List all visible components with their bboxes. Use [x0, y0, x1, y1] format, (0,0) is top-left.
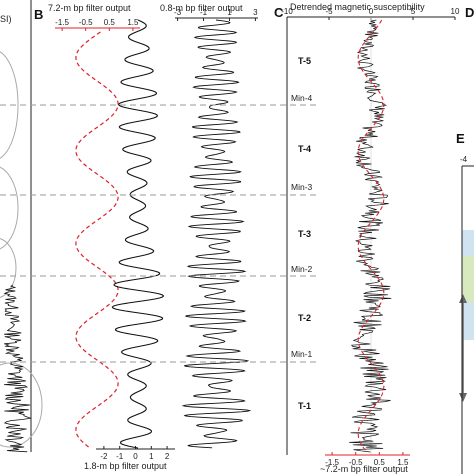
filter-08-tick-label-3: 3	[253, 8, 258, 17]
panel-a-signal	[3, 284, 31, 453]
panel-a-ellipse-3	[0, 238, 17, 298]
filter-72-tick-label-1: -0.5	[79, 18, 93, 27]
panel-e-letter: E	[456, 131, 465, 146]
panel-a-unit-label: SI)	[0, 14, 12, 24]
panel-e-arrow-head-top	[459, 294, 467, 303]
overlay-tick-label-0: -1.5	[325, 458, 339, 467]
susceptibility-axis-label: Detrended magnetic susceptibility	[290, 2, 425, 12]
filter-08-tick-label-2: 1	[227, 8, 232, 17]
filter-72-curve	[75, 31, 119, 449]
filter-08-curve	[181, 19, 252, 449]
panel-b: B 7.2-m bp filter output -1.5 -0.5 0.5 1.5 …	[34, 3, 258, 471]
min-label-2: Min-2	[291, 264, 313, 274]
filter-72-axis-label: 7.2-m bp filter output	[48, 3, 131, 13]
susceptibility-tick-label-0: -10	[281, 7, 293, 16]
panel-a-ellipse-1	[0, 51, 19, 159]
filter-18-axis-label: 1.8-m bp filter output	[84, 461, 167, 471]
min-label-3: Min-3	[291, 182, 313, 192]
zone-label-t5: T-5	[298, 56, 311, 66]
filter-08-tick-label-1: -1	[200, 8, 208, 17]
overlay-tick-label-3: 1.5	[397, 458, 409, 467]
overlay-tick-label-1: -0.5	[349, 458, 363, 467]
panel-c-letter: C	[274, 5, 284, 20]
filter-18-tick-label-4: 2	[165, 452, 170, 461]
zone-label-t3: T-3	[298, 229, 311, 239]
panel-e-band-blue-2	[462, 302, 474, 340]
filter-18-curve	[111, 19, 165, 449]
panel-e-band-green	[462, 256, 474, 302]
filter-18-tick-label-2: 0	[133, 452, 138, 461]
filter-72-tick-label-3: 1.5	[127, 18, 139, 27]
susceptibility-tick-label-4: 10	[451, 7, 460, 16]
panel-c: C Detrended magnetic susceptibility -10 -…	[274, 2, 460, 474]
zone-label-t2: T-2	[298, 313, 311, 323]
susceptibility-tick-label-3: 5	[411, 7, 416, 16]
filter-08-tick-label-0: -3	[174, 8, 182, 17]
overlay-tick-label-2: 0.5	[374, 458, 386, 467]
filter-72-tick-label-0: -1.5	[55, 18, 69, 27]
panel-e-tick: -4	[460, 155, 468, 164]
filter-18-tick-label-0: -2	[100, 452, 108, 461]
susceptibility-tick-label-1: -5	[325, 7, 333, 16]
panel-a-ellipse-2	[0, 166, 19, 250]
filter-72-tick-label-2: 0.5	[104, 18, 116, 27]
filter-18-tick-label-3: 1	[149, 452, 154, 461]
panel-d-letter: D	[465, 5, 474, 20]
cycle-boundaries	[0, 104, 320, 363]
panel-a-ellipse-4	[0, 362, 43, 448]
panel-d-e: D E -4	[456, 5, 474, 474]
zone-label-t1: T-1	[298, 401, 311, 411]
min-label-4: Min-4	[291, 93, 313, 103]
filter-72-bottom-label: ~7.2-m bp filter output	[320, 464, 408, 474]
susceptibility-curve	[349, 19, 392, 453]
panel-e-arrow-head-bottom	[459, 393, 467, 402]
filter-18-tick-label-1: -1	[116, 452, 124, 461]
filter-08-axis-label: 0.8-m bp filter output	[160, 3, 243, 13]
susceptibility-tick-label-2: 0	[369, 7, 374, 16]
filter-72-overlay-curve	[357, 19, 385, 453]
panel-a: SI)	[0, 0, 43, 453]
min-label-1: Min-1	[291, 349, 313, 359]
panel-b-letter: B	[34, 7, 43, 22]
zone-label-t4: T-4	[298, 144, 311, 154]
panel-e-band-blue-1	[462, 230, 474, 256]
